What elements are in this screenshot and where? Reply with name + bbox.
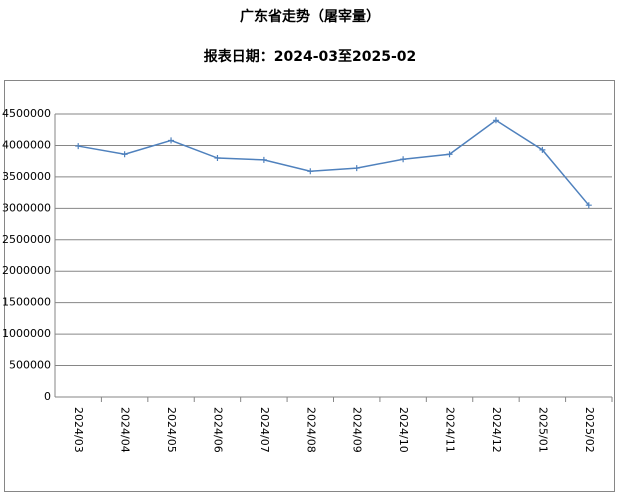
chart-frame bbox=[4, 80, 615, 492]
data-point bbox=[353, 165, 360, 172]
x-tick-label: 2024/04 bbox=[119, 407, 132, 453]
chart-title: 广东省走势（屠宰量） bbox=[240, 8, 380, 25]
data-line bbox=[78, 119, 590, 206]
x-tick-label: 2024/08 bbox=[304, 407, 317, 453]
y-tick-label: 3500000 bbox=[2, 170, 51, 183]
x-tick-label: 2025/02 bbox=[583, 407, 596, 453]
x-tick-label: 2024/07 bbox=[258, 407, 271, 453]
y-tick-label: 0 bbox=[44, 390, 51, 403]
y-tick-label: 4500000 bbox=[2, 107, 51, 120]
data-point bbox=[75, 143, 82, 150]
data-point bbox=[121, 151, 128, 158]
x-tick-label: 2024/12 bbox=[490, 407, 503, 453]
chart-subtitle: 报表日期：2024-03至2025-02 bbox=[204, 48, 417, 65]
y-tick-label: 2000000 bbox=[2, 264, 51, 277]
x-tick-label: 2024/09 bbox=[351, 407, 364, 453]
x-tick-label: 2024/10 bbox=[397, 407, 410, 453]
data-point bbox=[446, 151, 453, 158]
data-point bbox=[492, 117, 499, 124]
data-point bbox=[400, 156, 407, 163]
y-tick-label: 3000000 bbox=[2, 201, 51, 214]
y-tick-label: 2500000 bbox=[2, 233, 51, 246]
x-tick-label: 2024/05 bbox=[165, 407, 178, 453]
data-point bbox=[168, 137, 175, 144]
data-point bbox=[307, 168, 314, 175]
data-point bbox=[539, 146, 546, 153]
y-tick-label: 4000000 bbox=[2, 138, 51, 151]
data-point bbox=[214, 155, 221, 162]
y-tick-label: 500000 bbox=[9, 359, 51, 372]
y-tick-label: 1500000 bbox=[2, 296, 51, 309]
x-tick-label: 2024/06 bbox=[211, 407, 224, 453]
x-tick-label: 2025/01 bbox=[536, 407, 549, 453]
y-tick-label: 1000000 bbox=[2, 327, 51, 340]
x-tick-label: 2024/03 bbox=[72, 407, 85, 453]
data-point bbox=[260, 156, 267, 163]
x-tick-label: 2024/11 bbox=[444, 407, 457, 453]
data-point bbox=[585, 202, 592, 209]
